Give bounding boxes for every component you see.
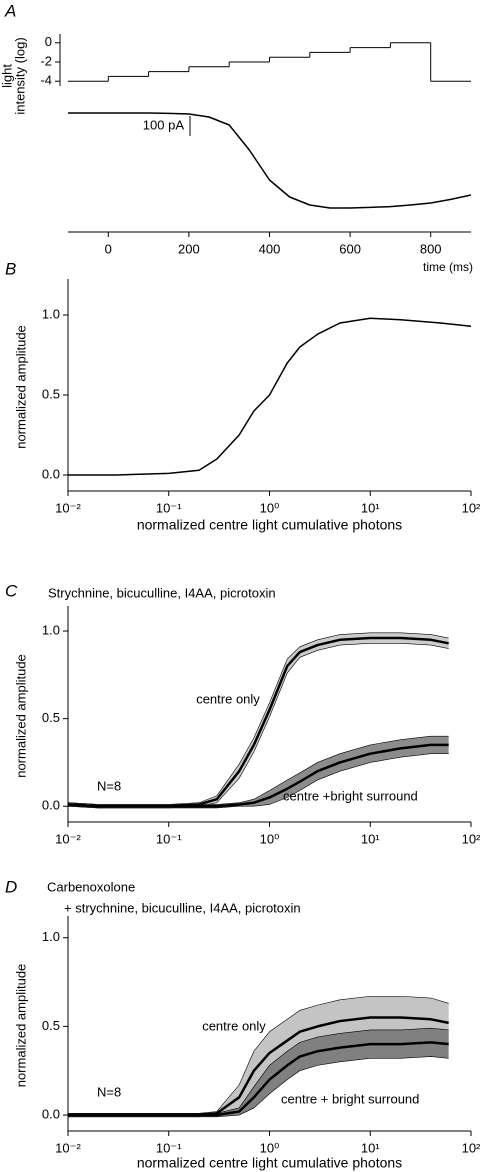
x-tick-label: 10⁻² xyxy=(55,1140,81,1155)
trace xyxy=(67,743,449,808)
y-tick-label: 1.0 xyxy=(42,929,60,944)
panel-title: Carbenoxolone xyxy=(47,879,135,894)
annotation: centre + bright surround xyxy=(281,1091,419,1106)
x-tick-label: 10⁰ xyxy=(260,1140,280,1155)
y-axis-label: normalized amplitude xyxy=(13,325,28,449)
annotation: centre only xyxy=(202,1018,266,1033)
panel-label: A xyxy=(4,1,16,20)
annotation: N=8 xyxy=(97,1084,121,1099)
x-tick-label: 10⁰ xyxy=(260,500,280,515)
band xyxy=(68,632,449,808)
x-tick-label: 0 xyxy=(105,241,112,256)
y-axis-label: normalized amplitude xyxy=(13,654,28,778)
y-tick-label: -4 xyxy=(40,73,52,88)
band xyxy=(68,736,449,808)
x-tick-label: 10¹ xyxy=(361,500,380,515)
panel-title: + strychnine, bicuculline, I4AA, picroto… xyxy=(64,900,301,915)
scale-bar-label: 100 pA xyxy=(143,117,185,132)
y-axis-label: light xyxy=(0,64,14,88)
band-edge xyxy=(67,632,449,805)
x-tick-label: 200 xyxy=(178,241,200,256)
annotation: centre only xyxy=(196,691,260,706)
x-tick-label: 10⁰ xyxy=(260,831,280,846)
band-edge xyxy=(68,1027,449,1114)
panel-label: D xyxy=(5,877,17,896)
y-tick-label: 0 xyxy=(45,34,52,49)
x-tick-label: 10⁻¹ xyxy=(156,831,182,846)
y-tick-label: 1.0 xyxy=(42,622,60,637)
y-axis-label: intensity (log) xyxy=(12,37,27,114)
x-tick-label: 400 xyxy=(259,241,281,256)
trace xyxy=(67,636,449,808)
band-edge xyxy=(68,1056,449,1118)
x-tick-label: 10¹ xyxy=(361,831,380,846)
x-tick-label: 10⁻² xyxy=(55,831,81,846)
annotation: N=8 xyxy=(97,778,121,793)
y-tick-label: 1.0 xyxy=(42,306,60,321)
x-tick-label: 800 xyxy=(420,241,442,256)
annotation: centre +bright surround xyxy=(283,788,418,803)
x-axis-label: normalized centre light cumulative photo… xyxy=(137,517,402,533)
x-tick-label: 10¹ xyxy=(361,1140,380,1155)
y-tick-label: -2 xyxy=(40,53,52,68)
band-edge xyxy=(67,735,449,805)
x-tick-label: 10⁻² xyxy=(55,500,81,515)
x-axis-label: time (ms) xyxy=(423,260,473,274)
x-tick-label: 10⁻¹ xyxy=(156,1140,182,1155)
y-tick-label: 0.0 xyxy=(42,466,60,481)
y-tick-label: 0.0 xyxy=(42,798,60,813)
y-tick-label: 0.5 xyxy=(42,1018,60,1033)
x-axis-label: normalized centre light cumulative photo… xyxy=(137,1155,402,1171)
y-tick-label: 0.5 xyxy=(42,710,60,725)
x-tick-label: 10⁻¹ xyxy=(156,500,182,515)
band-edge xyxy=(67,642,449,809)
band xyxy=(68,1028,449,1117)
x-tick-label: 600 xyxy=(339,241,361,256)
y-tick-label: 0.5 xyxy=(42,386,60,401)
panel-label: C xyxy=(5,581,18,600)
x-tick-label: 10² xyxy=(462,500,481,515)
y-tick-label: 0.0 xyxy=(42,1106,60,1121)
trace xyxy=(68,112,472,209)
panel-title: Strychnine, bicuculline, I4AA, picrotoxi… xyxy=(48,585,276,600)
x-tick-label: 10² xyxy=(462,1140,481,1155)
trace xyxy=(68,317,472,476)
panel-label: B xyxy=(5,259,16,278)
trace xyxy=(68,1041,449,1117)
band-edge xyxy=(67,753,449,809)
band xyxy=(68,996,449,1117)
y-axis-label: normalized amplitude xyxy=(13,964,28,1088)
x-tick-label: 10² xyxy=(462,831,481,846)
